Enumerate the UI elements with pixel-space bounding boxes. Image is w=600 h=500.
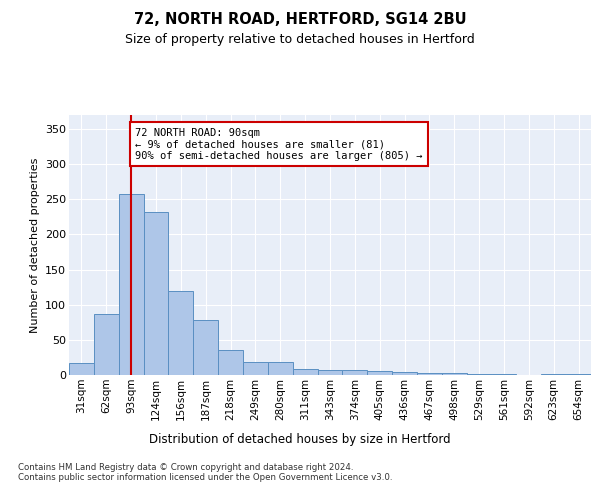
Bar bbox=[392, 372, 417, 375]
Bar bbox=[491, 374, 517, 375]
Bar bbox=[293, 368, 317, 375]
Text: Size of property relative to detached houses in Hertford: Size of property relative to detached ho… bbox=[125, 32, 475, 46]
Bar bbox=[467, 374, 491, 375]
Bar bbox=[193, 320, 218, 375]
Bar bbox=[442, 373, 467, 375]
Bar bbox=[343, 370, 367, 375]
Text: Contains HM Land Registry data © Crown copyright and database right 2024.
Contai: Contains HM Land Registry data © Crown c… bbox=[18, 462, 392, 482]
Bar bbox=[367, 372, 392, 375]
Bar bbox=[541, 374, 566, 375]
Bar bbox=[119, 194, 143, 375]
Text: 72, NORTH ROAD, HERTFORD, SG14 2BU: 72, NORTH ROAD, HERTFORD, SG14 2BU bbox=[134, 12, 466, 28]
Bar bbox=[69, 363, 94, 375]
Bar bbox=[417, 373, 442, 375]
Bar bbox=[566, 374, 591, 375]
Text: 72 NORTH ROAD: 90sqm
← 9% of detached houses are smaller (81)
90% of semi-detach: 72 NORTH ROAD: 90sqm ← 9% of detached ho… bbox=[135, 128, 422, 161]
Bar bbox=[218, 350, 243, 375]
Bar bbox=[94, 314, 119, 375]
Text: Distribution of detached houses by size in Hertford: Distribution of detached houses by size … bbox=[149, 432, 451, 446]
Bar bbox=[268, 362, 293, 375]
Bar bbox=[243, 362, 268, 375]
Bar bbox=[143, 212, 169, 375]
Y-axis label: Number of detached properties: Number of detached properties bbox=[29, 158, 40, 332]
Bar bbox=[169, 290, 193, 375]
Bar bbox=[317, 370, 343, 375]
